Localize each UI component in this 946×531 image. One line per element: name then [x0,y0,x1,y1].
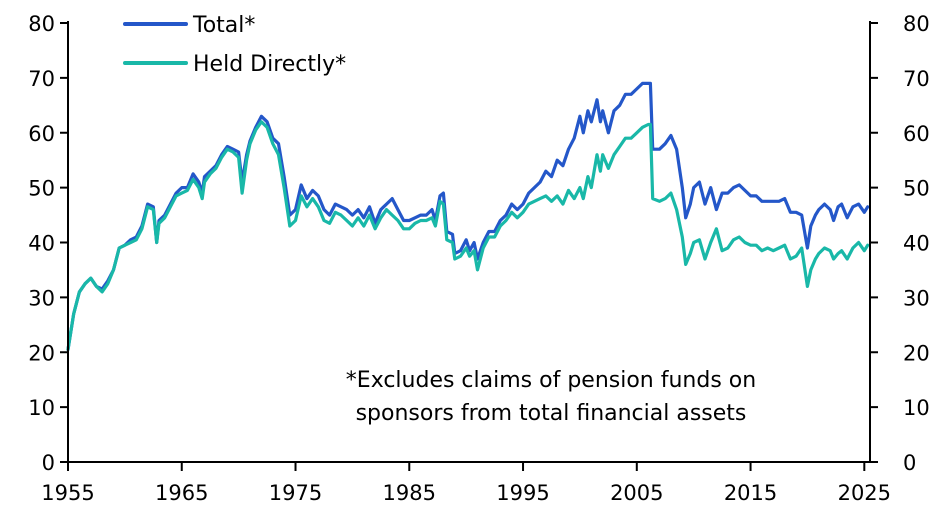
left-y-tick-label: 80 [28,12,55,36]
right-axis: 0 10 20 30 40 50 60 70 80 [869,12,930,475]
left-y-tick-label: 10 [28,396,55,420]
legend-label-total: Total* [192,13,255,38]
right-y-tick-label: 60 [903,122,930,146]
annotation-line-1: *Excludes claims of pension funds on [346,368,756,393]
left-y-tick-label: 50 [28,177,55,201]
left-y-tick-label: 20 [28,341,55,365]
series-line-held-directly [66,120,870,352]
x-tick-label: 1965 [155,481,208,505]
left-axis: 0 10 20 30 40 50 60 70 80 [28,12,69,475]
left-y-tick-label: 60 [28,122,55,146]
right-y-tick-label: 50 [903,177,930,201]
right-y-tick-label: 0 [903,451,916,475]
x-tick-label: 1955 [41,481,94,505]
x-tick-label: 1985 [383,481,436,505]
legend: Total* Held Directly* [123,13,346,77]
x-tick-label: 2025 [838,481,891,505]
right-y-tick-label: 20 [903,341,930,365]
left-y-tick-label: 70 [28,67,55,91]
left-y-tick-label: 40 [28,232,55,256]
x-tick-label: 2005 [610,481,663,505]
right-y-tick-label: 80 [903,12,930,36]
left-y-tick-label: 30 [28,286,55,310]
right-y-tick-label: 30 [903,286,930,310]
x-tick-label: 1975 [269,481,322,505]
chart-annotation: *Excludes claims of pension funds on spo… [346,368,756,426]
x-tick-label: 1995 [496,481,549,505]
legend-label-held-directly: Held Directly* [193,52,346,77]
left-y-tick-label: 0 [42,451,55,475]
series-group [66,81,870,352]
x-tick-label: 2015 [724,481,777,505]
annotation-line-2: sponsors from total financial assets [356,401,747,426]
right-y-tick-label: 70 [903,67,930,91]
x-axis: 1955 1965 1975 1985 1995 2005 2015 2025 [41,461,891,505]
right-y-tick-label: 10 [903,396,930,420]
right-y-tick-label: 40 [903,232,930,256]
series-line-total [66,81,870,352]
